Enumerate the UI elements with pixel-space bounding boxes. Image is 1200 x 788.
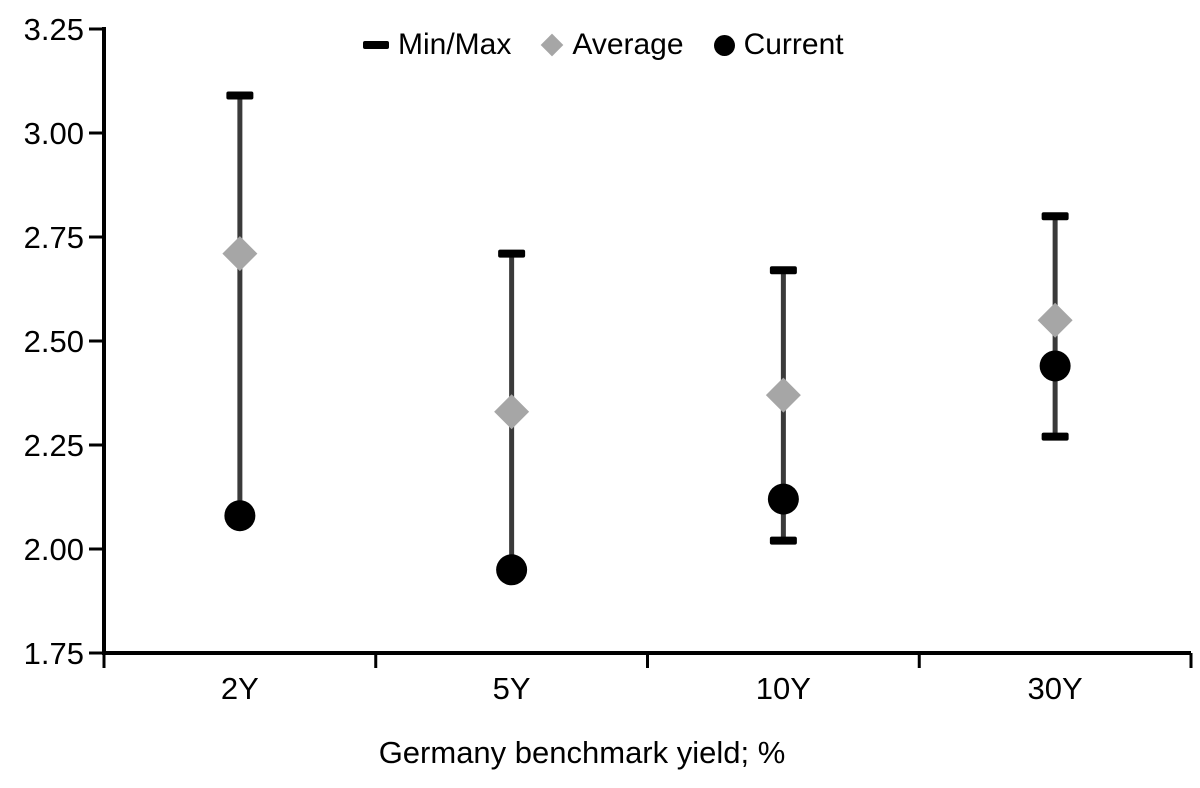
current-dot <box>767 483 799 515</box>
legend-label: Current <box>743 28 844 61</box>
x-category-label: 30Y <box>1028 671 1083 706</box>
x-category-label: 5Y <box>493 671 531 706</box>
diamond-marker-icon <box>541 33 564 57</box>
legend-item-average: Average <box>541 28 684 62</box>
x-category-label: 2Y <box>221 671 259 706</box>
chart-legend: Min/Max Average Current <box>363 24 844 66</box>
average-diamond <box>494 394 530 430</box>
y-tick-label: 3.00 <box>24 116 84 151</box>
average-diamond <box>765 377 801 413</box>
legend-item-min-max: Min/Max <box>363 28 511 62</box>
current-dot <box>224 500 256 532</box>
y-tick-label: 1.75 <box>24 636 84 671</box>
current-dot <box>496 554 528 586</box>
average-diamond <box>222 236 258 272</box>
x-category-label: 10Y <box>756 671 811 706</box>
max-cap <box>226 91 254 100</box>
y-tick-label: 3.25 <box>24 12 84 47</box>
y-tick-label: 2.75 <box>24 220 84 255</box>
max-cap <box>1041 212 1069 221</box>
x-axis-title: Germany benchmark yield; % <box>379 735 786 770</box>
legend-item-current: Current <box>713 28 844 62</box>
y-tick-label: 2.50 <box>24 324 84 359</box>
min-cap <box>1041 432 1069 441</box>
circle-marker-icon <box>713 34 735 56</box>
y-tick-label: 2.25 <box>24 428 84 463</box>
average-diamond <box>1037 302 1073 338</box>
legend-label: Min/Max <box>398 28 512 61</box>
legend-label: Average <box>572 28 684 61</box>
current-dot <box>1039 350 1071 382</box>
min-cap <box>769 536 797 545</box>
max-cap <box>769 266 797 275</box>
dash-marker-icon <box>363 41 389 49</box>
max-cap <box>498 249 526 258</box>
y-tick-label: 2.00 <box>24 532 84 567</box>
